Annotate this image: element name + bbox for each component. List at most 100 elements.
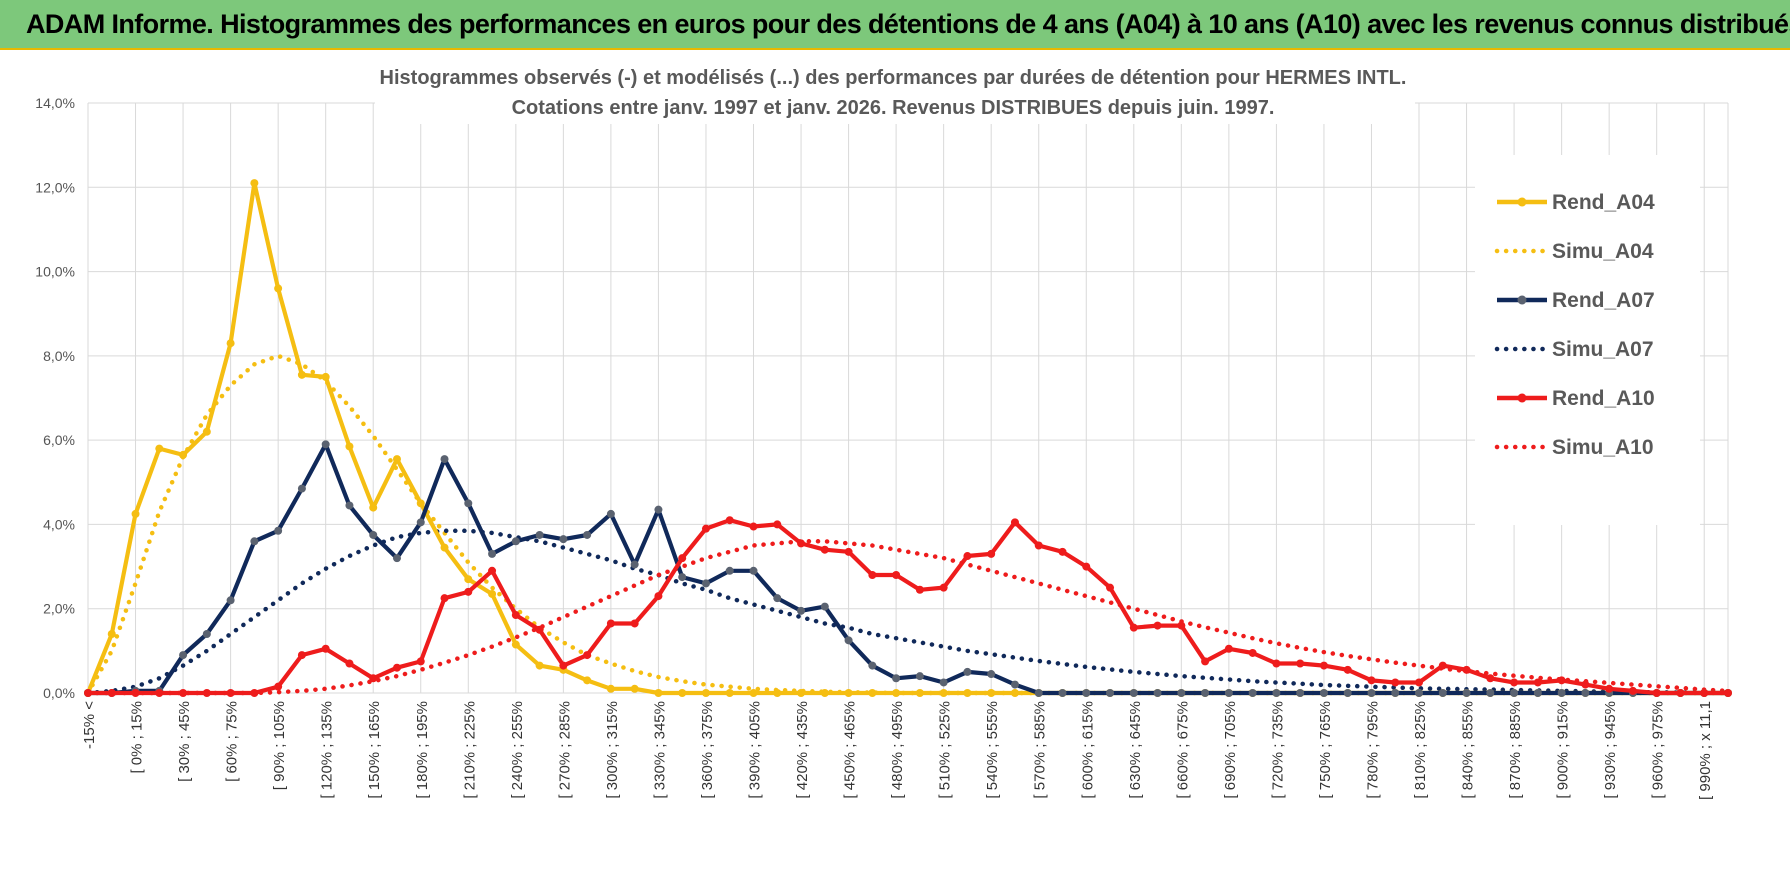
y-tick-label: 2,0%: [43, 601, 75, 617]
x-tick-label: -15% <: [81, 701, 98, 749]
point-Rend_A10: [915, 585, 924, 594]
point-Rend_A07: [1177, 689, 1186, 697]
point-Rend_A07: [1129, 689, 1138, 697]
point-Rend_A07: [678, 573, 687, 582]
point-Rend_A10: [868, 571, 877, 579]
x-tick-label: [ 420% ; 435%: [794, 701, 811, 799]
point-Rend_A04: [987, 689, 996, 697]
point-Rend_A10: [511, 611, 520, 620]
x-tick-label: [ 120% ; 135%: [319, 701, 336, 799]
point-Rend_A10: [1129, 623, 1138, 632]
point-Rend_A04: [963, 689, 972, 697]
point-Rend_A07: [1058, 689, 1067, 697]
point-Rend_A10: [1177, 621, 1186, 630]
point-Rend_A10: [606, 619, 615, 628]
x-tick-label: [ 270% ; 285%: [556, 701, 573, 799]
point-Rend_A10: [963, 552, 972, 561]
point-Rend_A07: [820, 602, 829, 611]
legend-marker: [1517, 393, 1527, 403]
legend-item-Simu_A10: Simu_A10: [1494, 436, 1654, 459]
point-Rend_A07: [179, 651, 188, 660]
x-tick-label: [ 870% ; 885%: [1507, 701, 1524, 799]
point-Rend_A10: [1153, 621, 1162, 630]
point-Rend_A04: [915, 689, 924, 697]
legend-label: Rend_A04: [1552, 191, 1655, 214]
legend: Rend_A04 Simu_A04 Rend_A07 Simu_A07 Rend_A10…: [1475, 155, 1700, 525]
point-Rend_A04: [654, 689, 663, 697]
point-Rend_A10: [321, 644, 330, 653]
point-Rend_A10: [1391, 678, 1400, 687]
point-Rend_A10: [701, 524, 710, 533]
point-Rend_A04: [464, 575, 473, 584]
point-Rend_A07: [464, 499, 473, 508]
x-tick-label: [ 90% ; 105%: [271, 701, 288, 790]
point-Rend_A04: [939, 689, 948, 697]
point-Rend_A04: [202, 427, 211, 436]
point-Rend_A10: [1724, 689, 1732, 697]
y-tick-label: 8,0%: [43, 348, 75, 364]
point-Rend_A10: [274, 682, 283, 691]
chart-area: 0,0% 2,0% 4,0% 6,0% 8,0% 10,0% 12,0% 14,0% -15%…: [0, 50, 1790, 888]
x-tick-label: [ 900% ; 915%: [1555, 701, 1572, 799]
line-Simu_A10: [85, 539, 1731, 696]
point-Rend_A04: [773, 689, 782, 697]
legend-label: Rend_A07: [1552, 289, 1655, 312]
chart-title-line1: Histogrammes observés (-) et modélisés (…: [380, 67, 1407, 89]
x-tick-label: [ 0% ; 15%: [129, 701, 146, 774]
point-Rend_A10: [1486, 674, 1495, 683]
point-Rend_A07: [1557, 689, 1566, 697]
point-Rend_A07: [915, 672, 924, 681]
point-Rend_A07: [1082, 689, 1091, 697]
point-Rend_A10: [654, 592, 663, 601]
point-Rend_A04: [583, 676, 592, 685]
point-Rend_A10: [797, 539, 806, 548]
point-Rend_A10: [1628, 686, 1637, 695]
point-Rend_A07: [892, 674, 901, 683]
y-tick-label: 10,0%: [35, 264, 75, 280]
point-Rend_A04: [678, 689, 687, 697]
point-Rend_A10: [749, 522, 758, 531]
point-Rend_A10: [107, 689, 116, 697]
point-Rend_A07: [511, 537, 520, 546]
point-Rend_A10: [1605, 684, 1614, 693]
point-Rend_A10: [1343, 665, 1352, 674]
point-Rend_A07: [1510, 689, 1519, 697]
point-Rend_A07: [939, 678, 948, 687]
point-Rend_A07: [654, 505, 663, 514]
x-tick-label: [ 840% ; 855%: [1460, 701, 1477, 799]
point-Rend_A07: [1010, 680, 1019, 689]
point-Rend_A07: [630, 560, 639, 569]
point-Rend_A07: [1224, 689, 1233, 697]
point-Rend_A04: [179, 450, 188, 459]
x-axis: -15% < [ 0% ; 15% [ 30% ; 45% [ 60% ; 75% [ …: [81, 701, 1714, 800]
point-Rend_A10: [1106, 583, 1115, 592]
point-Rend_A10: [1557, 676, 1566, 685]
x-tick-label: [ 480% ; 495%: [889, 701, 906, 799]
series-Simu_A07: [85, 528, 1731, 696]
point-Rend_A07: [1581, 689, 1590, 697]
line-Simu_A07: [85, 528, 1731, 696]
point-Rend_A07: [226, 596, 235, 605]
point-Rend_A10: [1248, 648, 1257, 657]
x-tick-label: [ 780% ; 795%: [1364, 701, 1381, 799]
point-Rend_A10: [820, 545, 829, 554]
x-tick-label: [ 330% ; 345%: [651, 701, 668, 799]
legend-item-Simu_A07: Simu_A07: [1494, 338, 1654, 361]
point-Rend_A10: [1010, 518, 1019, 527]
point-Rend_A04: [701, 689, 710, 697]
point-Rend_A04: [416, 499, 425, 508]
legend-item-Rend_A07: Rend_A07: [1497, 289, 1655, 312]
point-Rend_A10: [1462, 665, 1471, 674]
point-Rend_A10: [1676, 689, 1685, 697]
point-Rend_A10: [725, 516, 734, 525]
point-Rend_A04: [892, 689, 901, 697]
point-Rend_A10: [464, 587, 473, 596]
point-Rend_A07: [1438, 689, 1447, 697]
point-Rend_A04: [250, 179, 259, 188]
point-Rend_A04: [369, 503, 378, 512]
point-Rend_A10: [1652, 689, 1661, 697]
point-Rend_A07: [1391, 689, 1400, 697]
point-Rend_A10: [131, 689, 140, 697]
point-Rend_A07: [963, 667, 972, 676]
point-Rend_A07: [321, 440, 330, 449]
